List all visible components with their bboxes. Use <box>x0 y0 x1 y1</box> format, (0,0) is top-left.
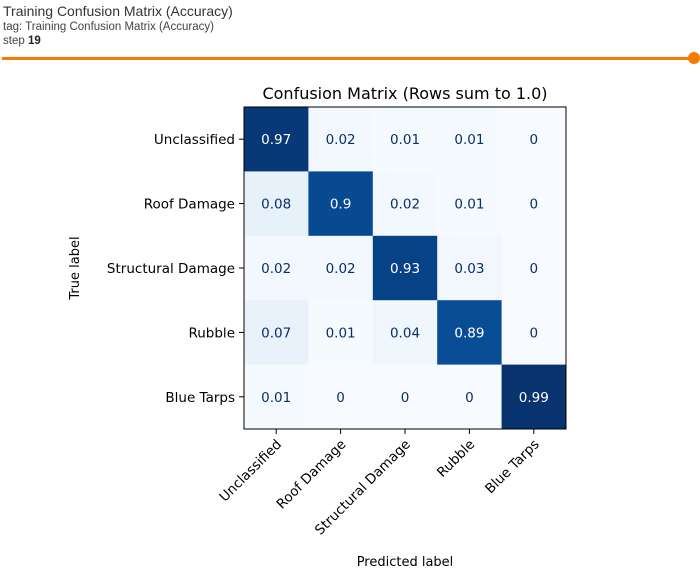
x-tick-label: Unclassified <box>216 437 285 506</box>
cell-value-label: 0.03 <box>454 261 484 277</box>
x-tick-label: Rubble <box>434 437 478 481</box>
x-axis-label: Predicted label <box>357 555 454 570</box>
cell-value-label: 0.97 <box>261 132 291 148</box>
cell-value-label: 0.89 <box>454 325 484 341</box>
heatmap-cell <box>501 300 567 366</box>
cell-value-label: 0 <box>530 132 539 148</box>
cell-value-label: 0.01 <box>454 197 484 213</box>
heatmap-cell <box>308 235 374 301</box>
chart-title: Confusion Matrix (Rows sum to 1.0) <box>262 84 547 103</box>
cell-value-label: 0.08 <box>261 197 291 213</box>
card-step: step 19 <box>3 34 233 48</box>
heatmap-cell <box>308 364 374 430</box>
heatmap-cell <box>244 364 309 430</box>
image-card-header: Training Confusion Matrix (Accuracy) tag… <box>3 3 233 48</box>
cell-value-label: 0.02 <box>326 132 356 148</box>
heatmap-cell <box>501 171 567 237</box>
cell-value-label: 0.02 <box>326 261 356 277</box>
heatmap-cell <box>372 107 438 172</box>
heatmap-cell <box>244 300 309 366</box>
cell-value-label: 0.01 <box>261 390 291 406</box>
cell-value-label: 0 <box>465 390 474 406</box>
cell-value-label: 0.02 <box>390 197 420 213</box>
heatmap-cell <box>372 300 438 366</box>
heatmap-cell <box>501 364 567 430</box>
heatmap-cell <box>437 300 503 366</box>
x-tick-label: Blue Tarps <box>482 437 543 498</box>
cell-value-label: 0 <box>336 390 345 406</box>
cell-value-label: 0.07 <box>261 325 291 341</box>
plot-frame <box>243 106 567 430</box>
cell-value-label: 0.04 <box>390 325 420 341</box>
heatmap-cell <box>244 107 309 172</box>
cell-value-label: 0.01 <box>326 325 356 341</box>
heatmap-cell <box>501 235 567 301</box>
heatmap-cell <box>308 107 374 172</box>
heatmap-cell <box>244 171 309 237</box>
heatmap-cell <box>372 364 438 430</box>
heatmap-cell <box>308 300 374 366</box>
card-title: Training Confusion Matrix (Accuracy) <box>3 3 233 19</box>
heatmap-cell <box>372 171 438 237</box>
heatmap-cell <box>308 171 374 237</box>
heatmap-cell <box>437 107 503 172</box>
card-tag: tag: Training Confusion Matrix (Accuracy… <box>3 21 214 33</box>
y-tick-label: Rubble <box>188 325 235 341</box>
y-tick-label: Blue Tarps <box>165 390 235 406</box>
y-tick-label: Roof Damage <box>144 197 235 213</box>
y-tick-label: Unclassified <box>154 132 235 148</box>
cell-value-label: 0.02 <box>261 261 291 277</box>
step-slider-thumb[interactable] <box>688 52 700 64</box>
heatmap-cell <box>244 235 309 301</box>
step-value: 19 <box>27 35 41 47</box>
cell-value-label: 0.01 <box>454 132 484 148</box>
cell-value-label: 0.93 <box>390 261 420 277</box>
cell-value-label: 0.99 <box>519 390 549 406</box>
heatmap-cell <box>437 171 503 237</box>
heatmap-cell <box>501 107 567 172</box>
heatmap-cell <box>372 235 438 301</box>
cell-value-label: 0 <box>530 325 539 341</box>
cell-value-label: 0 <box>530 197 539 213</box>
cell-value-label: 0.01 <box>390 132 420 148</box>
step-label: step <box>3 35 25 47</box>
y-axis-label: True label <box>68 236 83 300</box>
cell-value-label: 0.9 <box>330 197 351 213</box>
y-tick-label: Structural Damage <box>107 261 235 277</box>
heatmap-cell <box>437 364 503 430</box>
cell-value-label: 0 <box>401 390 410 406</box>
step-slider-track[interactable] <box>2 57 692 60</box>
heatmap-cell <box>437 235 503 301</box>
cell-value-label: 0 <box>530 261 539 277</box>
